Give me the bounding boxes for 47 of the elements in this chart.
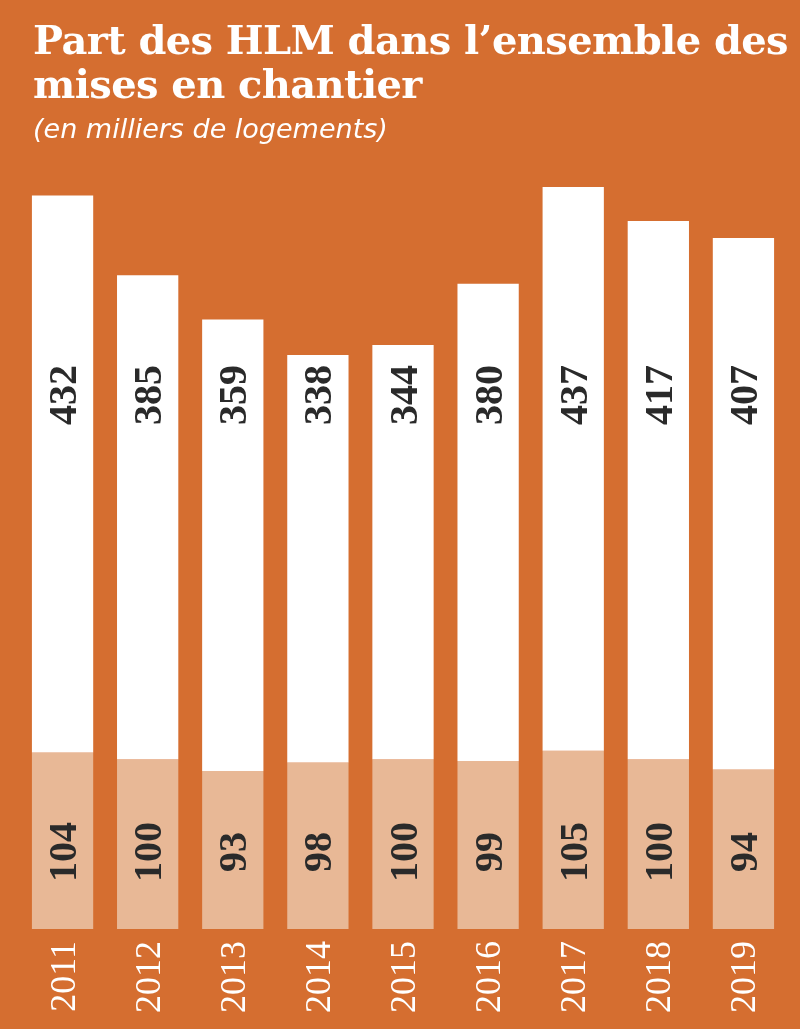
total-label: 407	[720, 365, 766, 425]
x-tick-label: 2015	[383, 941, 423, 1013]
x-tick-label: 2014	[297, 941, 338, 1013]
bar	[31, 195, 94, 753]
bar	[457, 760, 519, 929]
total-label: 359	[210, 365, 256, 425]
bar	[542, 750, 604, 929]
bar	[372, 759, 434, 929]
chart-subtitle: (en milliers de logements)	[33, 113, 388, 144]
data-label: 94	[720, 832, 766, 872]
bar	[627, 759, 689, 929]
data-label: 100	[380, 822, 426, 882]
total-label: 380	[465, 365, 511, 425]
bar	[117, 759, 179, 929]
bar	[287, 355, 349, 763]
data-label: 99	[465, 832, 511, 872]
x-tick-label: 2017	[553, 941, 594, 1013]
total-label: 338	[295, 365, 341, 425]
x-tick-label: 2018	[638, 941, 679, 1013]
total-label: 385	[125, 365, 171, 425]
bar	[712, 769, 775, 929]
chart-title: Part des HLM dans l’ensemble des mises en chantier	[33, 16, 789, 107]
total-label: 432	[40, 365, 86, 425]
bar	[287, 762, 349, 929]
bar	[202, 319, 264, 772]
bar	[202, 771, 264, 929]
bar	[457, 283, 519, 761]
total-label: 344	[380, 365, 426, 425]
data-label: 100	[635, 822, 681, 882]
x-tick-label: 2016	[468, 941, 509, 1013]
bar	[627, 220, 689, 760]
x-tick-label: 2012	[127, 941, 168, 1013]
x-tick-label: 2013	[212, 941, 253, 1013]
data-label: 104	[40, 822, 86, 882]
total-label: 417	[635, 365, 681, 425]
x-tick-label: 2019	[723, 941, 764, 1013]
data-label: 100	[125, 822, 171, 882]
total-label: 437	[550, 365, 596, 425]
bar	[117, 275, 179, 760]
data-label: 93	[210, 832, 256, 872]
bar	[372, 344, 434, 760]
bar	[31, 752, 94, 929]
data-label: 105	[550, 822, 596, 882]
bar	[712, 237, 775, 770]
data-label: 98	[295, 832, 341, 872]
bar	[542, 187, 604, 751]
x-tick-label: 2011	[42, 941, 83, 1012]
